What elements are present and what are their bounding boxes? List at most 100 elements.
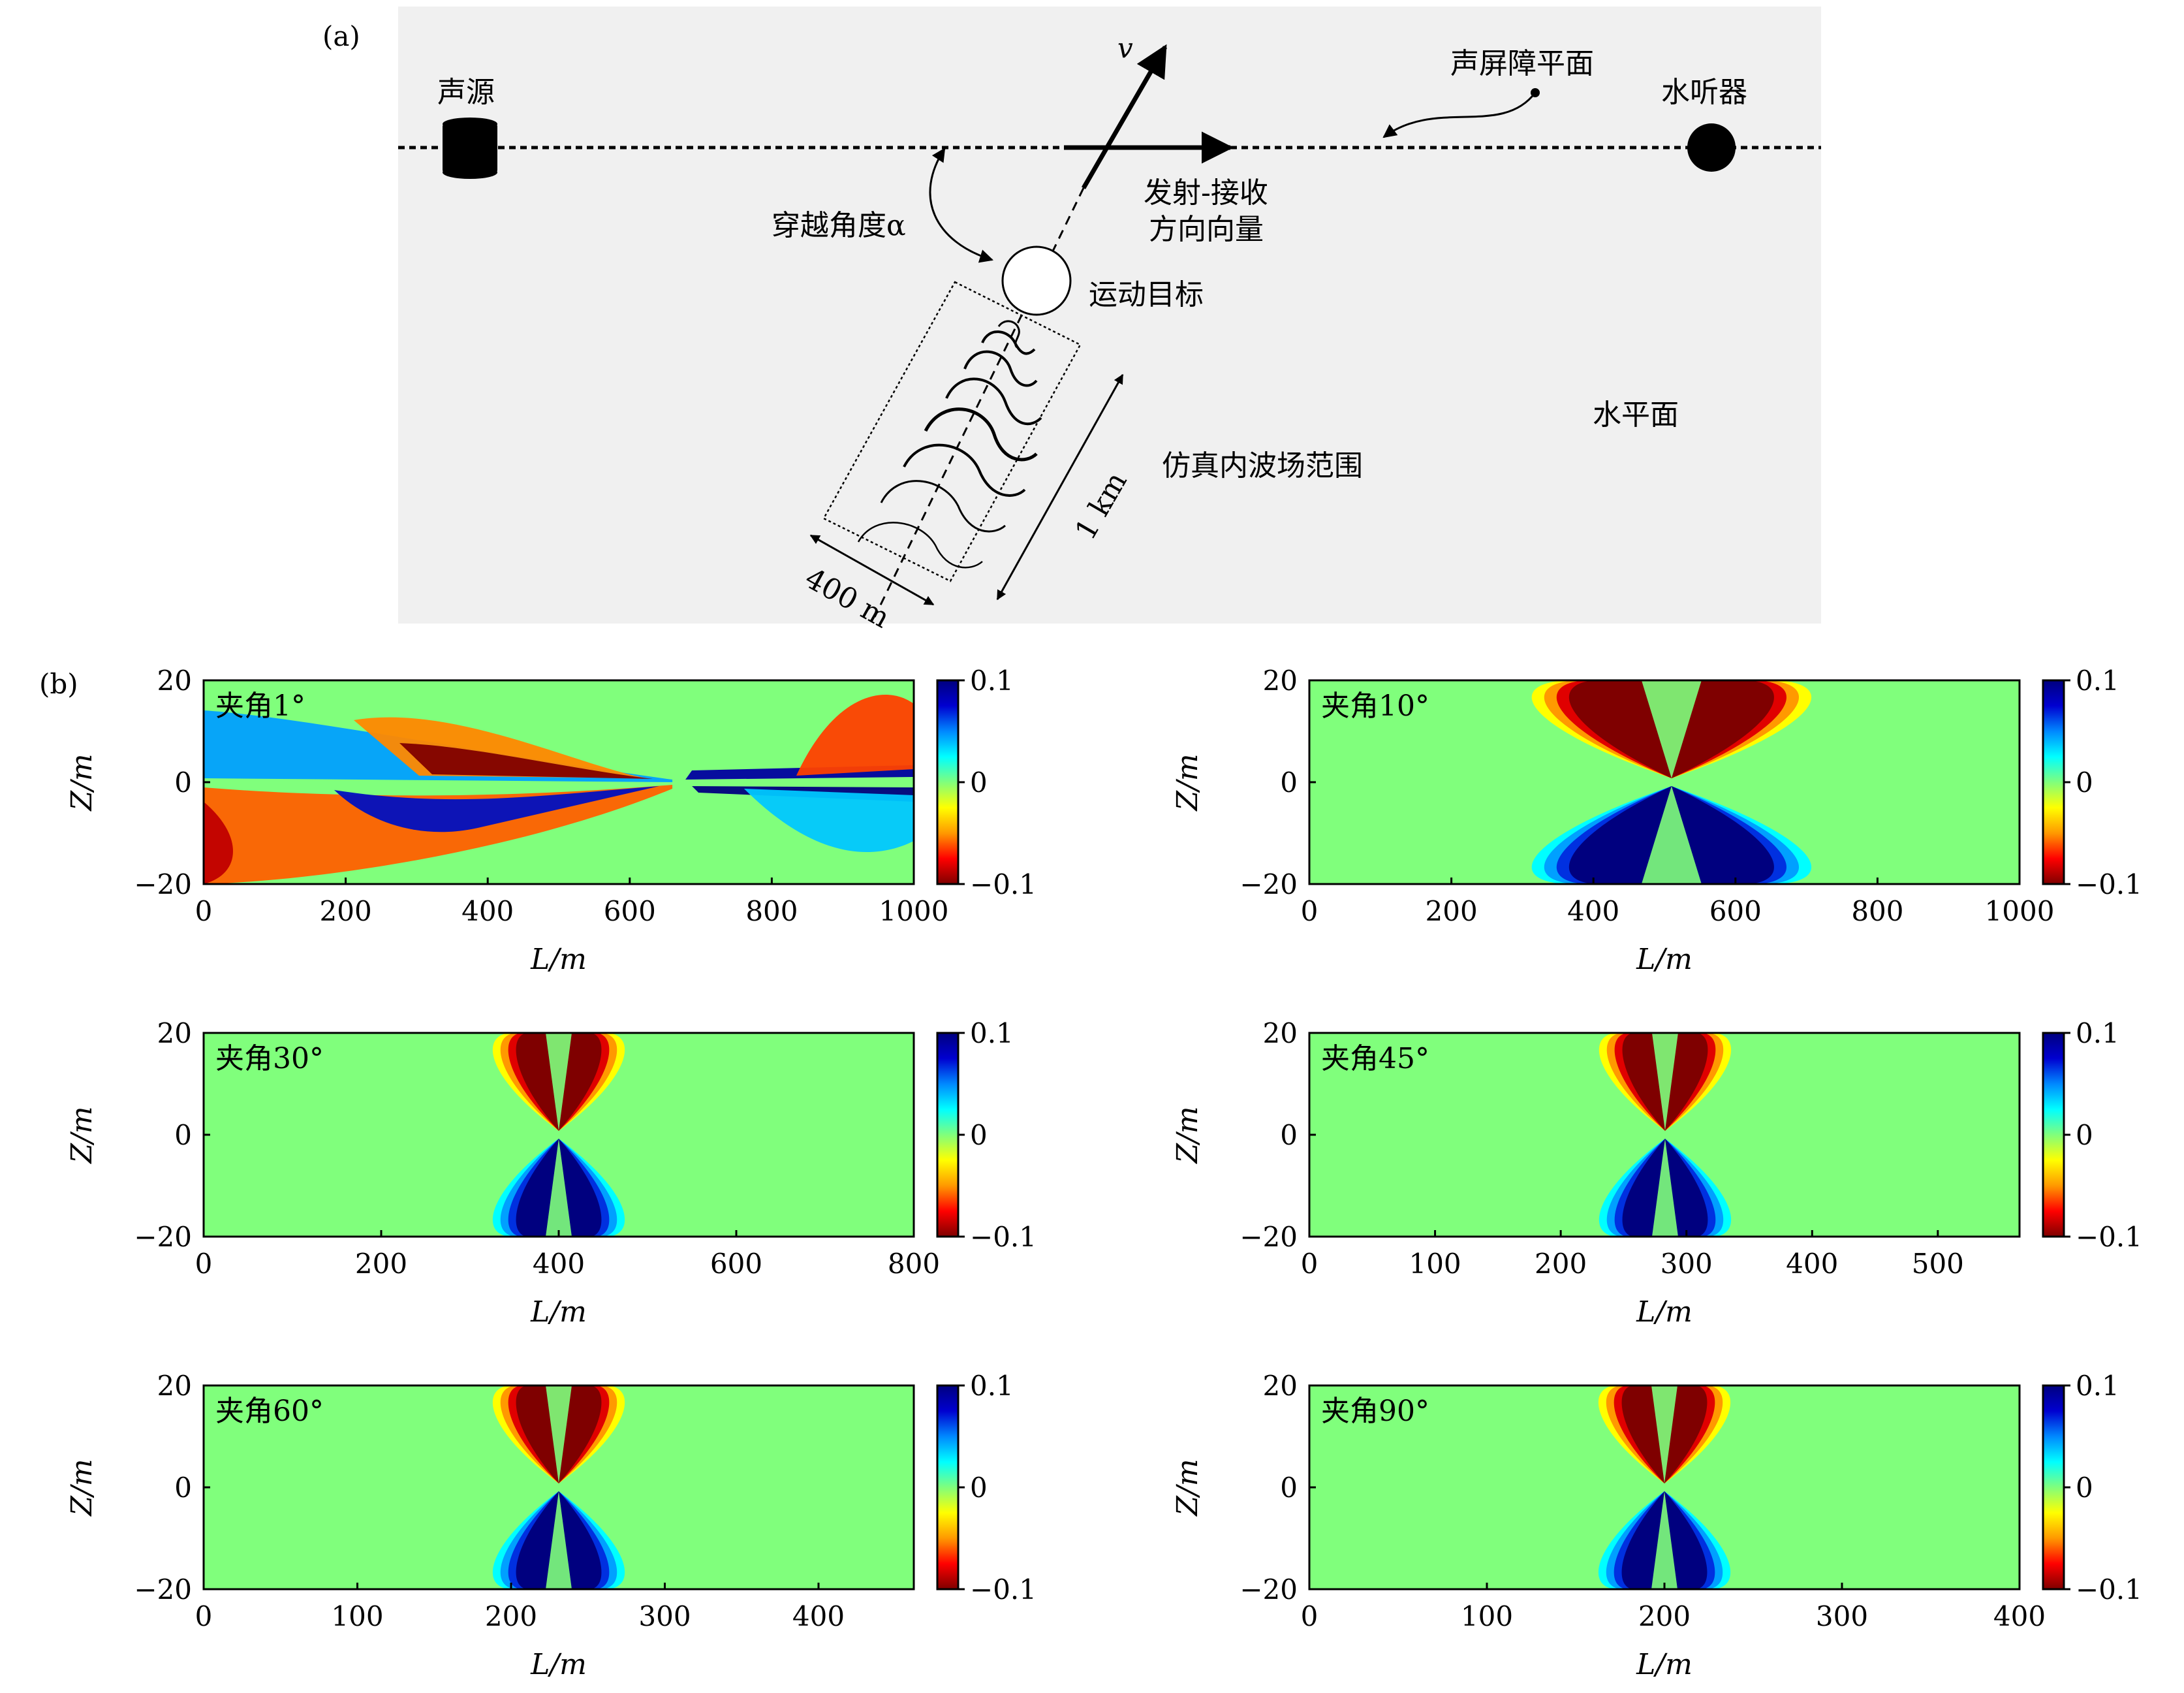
x-tick-label: 400	[533, 1248, 585, 1280]
x-tick-label: 100	[331, 1600, 383, 1632]
colorbar-tick-label: −0.1	[2076, 868, 2142, 900]
heatmap-field	[204, 680, 914, 884]
y-tick-label: 0	[1280, 767, 1298, 799]
colorbar-tick-label: −0.1	[970, 1221, 1037, 1253]
hydrophone-icon	[1687, 123, 1736, 172]
y-axis-label: Z/m	[1171, 1106, 1204, 1164]
x-tick-label: 400	[1786, 1248, 1838, 1280]
source-label: 声源	[437, 76, 495, 109]
x-axis-label: L/m	[530, 943, 587, 976]
x-tick-label: 400	[461, 895, 514, 927]
colorbar-tick-label: 0.1	[970, 665, 1014, 697]
x-tick-label: 300	[638, 1600, 691, 1632]
colorbar-tick-label: 0.1	[2076, 1017, 2119, 1049]
y-axis-label: Z/m	[1171, 753, 1204, 812]
colorbar-tick-label: 0.1	[2076, 1370, 2119, 1402]
field-lobe-gap	[1651, 1033, 1678, 1131]
x-tick-label: 0	[195, 1248, 213, 1280]
field-lobe-gap	[546, 1491, 572, 1589]
heatmap-field	[204, 1385, 914, 1589]
direction-label-2: 方向向量	[1149, 213, 1264, 246]
y-tick-label: 0	[174, 1119, 192, 1151]
x-tick-label: 1000	[879, 895, 949, 927]
y-tick-label: 0	[1280, 1472, 1298, 1504]
colorbar-tick-label: −0.1	[2076, 1574, 2142, 1606]
y-tick-label: 0	[1280, 1119, 1298, 1151]
colorbar-tick-label: 0.1	[2076, 665, 2119, 697]
y-tick-label: 0	[174, 767, 192, 799]
x-tick-label: 600	[604, 895, 656, 927]
y-axis-label: Z/m	[65, 1106, 99, 1164]
x-tick-label: 800	[888, 1248, 940, 1280]
x-axis-label: L/m	[1636, 1648, 1693, 1681]
colorbar	[936, 1384, 959, 1590]
heatmap-title: 夹角45°	[1321, 1042, 1429, 1075]
y-tick-label: −20	[1240, 1574, 1298, 1606]
x-tick-label: 200	[1426, 895, 1478, 927]
x-axis-label: L/m	[530, 1295, 587, 1329]
colorbar-tick-label: 0	[970, 1119, 988, 1151]
field-lobe-5	[334, 786, 660, 832]
x-tick-label: 300	[1661, 1248, 1713, 1280]
field-lobe-gap	[546, 1385, 572, 1483]
heatmap-field	[1309, 680, 2020, 884]
x-tick-label: 800	[1851, 895, 1903, 927]
sim-range-label: 仿真内波场范围	[1162, 449, 1363, 483]
heatmap-title: 夹角30°	[215, 1042, 324, 1075]
heatmap-field	[1309, 1385, 2020, 1589]
y-axis-label: Z/m	[65, 1459, 99, 1517]
x-tick-label: 200	[485, 1600, 537, 1632]
colorbar	[936, 679, 959, 885]
colorbar	[2042, 1032, 2065, 1238]
y-tick-label: 20	[157, 1370, 192, 1402]
x-tick-label: 400	[1567, 895, 1619, 927]
panel-b-heatmaps: 夹角1°0 200 400 600 800 1000200−20L/mZ/m0.10−0.…	[65, 665, 2142, 1681]
y-tick-label: 20	[1263, 1370, 1298, 1402]
x-tick-label: 0	[1301, 1600, 1318, 1632]
hydrophone-label: 水听器	[1661, 76, 1747, 109]
x-tick-label: 100	[1461, 1600, 1513, 1632]
colorbar-tick-label: 0	[2076, 1119, 2093, 1151]
sim-range-box	[822, 281, 1082, 582]
heatmap-field	[1309, 1033, 2020, 1237]
length-dimension-arrow	[996, 373, 1124, 601]
direction-label-1: 发射-接收	[1144, 176, 1268, 210]
y-tick-label: −20	[134, 1574, 192, 1606]
x-tick-label: 600	[710, 1248, 762, 1280]
x-tick-label: 800	[745, 895, 798, 927]
source-icon	[443, 118, 497, 179]
colorbar-tick-label: 0.1	[970, 1017, 1014, 1049]
field-lobe-gap	[1651, 1385, 1677, 1483]
field-lobe-gap	[546, 1139, 572, 1237]
heatmap-title: 夹角10°	[1321, 689, 1429, 723]
field-lobe-gap	[1651, 1139, 1678, 1237]
colorbar-tick-label: 0	[2076, 1472, 2093, 1504]
x-tick-label: 0	[1301, 1248, 1318, 1280]
target-label: 运动目标	[1089, 278, 1204, 311]
y-tick-label: −20	[1240, 868, 1298, 900]
panel-a: (a) 声源 水听器 发射-接收 方向向量 v 运动目标 声屏障平面	[322, 7, 1821, 635]
x-tick-label: 200	[355, 1248, 407, 1280]
x-tick-label: 300	[1816, 1600, 1868, 1632]
water-surface-label: 水平面	[1593, 398, 1679, 432]
x-axis-label: L/m	[1636, 943, 1693, 976]
field-lobe-2	[399, 743, 653, 779]
y-tick-label: 20	[157, 665, 192, 697]
x-tick-label: 0	[195, 1600, 213, 1632]
heatmap-angle-45: 夹角45°0 100 200 300 400 500200−20L/mZ/m0.10−0.…	[1171, 1017, 2142, 1329]
crossing-angle-arc	[929, 148, 994, 263]
y-tick-label: 20	[157, 1017, 192, 1049]
x-tick-label: 200	[320, 895, 372, 927]
colorbar-tick-label: −0.1	[2076, 1221, 2142, 1253]
y-axis-label: Z/m	[65, 753, 99, 812]
field-lobe-gap	[546, 1033, 572, 1131]
heatmap-title: 夹角90°	[1321, 1395, 1429, 1428]
heatmap-field	[204, 1033, 914, 1237]
x-tick-label: 400	[792, 1600, 845, 1632]
velocity-label: v	[1117, 32, 1133, 64]
colorbar-tick-label: 0.1	[970, 1370, 1014, 1402]
field-lobe-gap	[1651, 1491, 1677, 1589]
x-tick-label: 400	[1993, 1600, 2046, 1632]
